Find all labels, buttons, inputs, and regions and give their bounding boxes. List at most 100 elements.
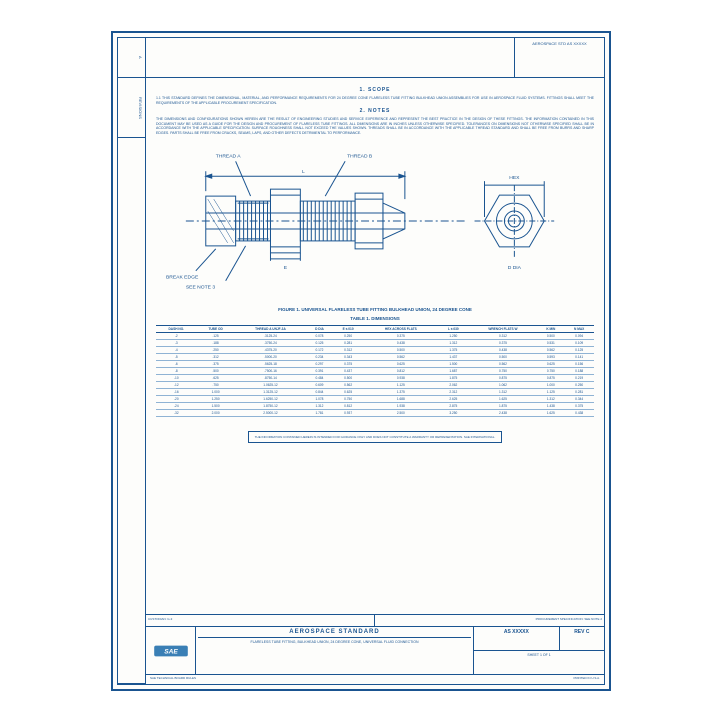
table-cell: 0.812 <box>333 403 364 410</box>
table-cell: 1.250 <box>197 396 235 403</box>
table-cell: 2.625 <box>438 396 469 403</box>
table-cell: 1.312 <box>306 403 332 410</box>
table-cell: 2.875 <box>438 403 469 410</box>
table-cell: 0.625 <box>364 361 438 368</box>
table-cell: 0.375 <box>564 403 594 410</box>
table-cell: -2 <box>156 333 197 340</box>
svg-text:BREAK EDGE: BREAK EDGE <box>166 275 199 281</box>
table-cell: 0.141 <box>564 354 594 361</box>
table-cell: 0.500 <box>537 333 564 340</box>
table-cell: .8750-14 <box>235 375 307 382</box>
table-cell: 0.562 <box>333 382 364 389</box>
table-cell: 1.375 <box>438 347 469 354</box>
table-cell: 0.156 <box>564 361 594 368</box>
table-cell: 0.250 <box>564 382 594 389</box>
dim-l-label: L <box>302 169 305 175</box>
table-caption: TABLE 1. DIMENSIONS <box>156 316 594 321</box>
title-block: CUSTODIAN: G-3 PROCUREMENT SPECIFICATION… <box>146 614 604 684</box>
table-cell: 1.688 <box>364 396 438 403</box>
table-cell: 0.109 <box>564 340 594 347</box>
table-cell: 0.438 <box>364 340 438 347</box>
table-cell: 1.375 <box>364 389 438 396</box>
main-area: AEROSPACE STD AS XXXXX 1. SCOPE 1.1 THIS… <box>146 38 604 684</box>
table-cell: 0.172 <box>306 347 332 354</box>
fitting-drawing-svg: L E THREAD A THREAD B SEE NOTE 3 BREAK E… <box>156 141 594 301</box>
content-area: 1. SCOPE 1.1 THIS STANDARD DEFINES THE D… <box>146 78 604 614</box>
table-cell: -16 <box>156 389 197 396</box>
table-row: -6.375.5625-180.2970.3750.6251.5000.5620… <box>156 361 594 368</box>
table-cell: 0.593 <box>537 354 564 361</box>
drawing-frame: A REVISIONS AEROSPACE STD AS XXXXX 1. SC… <box>117 37 605 685</box>
table-cell: 1.437 <box>438 354 469 361</box>
table-cell: 1.312 <box>438 340 469 347</box>
svg-text:SAE: SAE <box>164 648 178 655</box>
table-cell: 0.375 <box>469 340 538 347</box>
table-cell: -3 <box>156 340 197 347</box>
table-cell: 1.625 <box>469 396 538 403</box>
table-cell: 0.938 <box>364 375 438 382</box>
table-cell: -20 <box>156 396 197 403</box>
table-cell: 0.281 <box>564 389 594 396</box>
table-cell: 0.078 <box>306 333 332 340</box>
col-header: L ±.030 <box>438 326 469 333</box>
table-row: -8.500.7500-160.3910.4370.8121.6870.7500… <box>156 368 594 375</box>
sae-logo: SAE <box>146 627 196 674</box>
doc-no: AS XXXXX <box>474 627 560 650</box>
table-cell: .188 <box>197 340 235 347</box>
table-cell: .250 <box>197 347 235 354</box>
table-cell: 1.938 <box>364 403 438 410</box>
rev-box-label: REVISIONS <box>118 78 145 138</box>
footer-right: PRINTED IN U.S.A. <box>573 676 600 683</box>
table-cell: 0.750 <box>333 396 364 403</box>
table-cell: 0.125 <box>306 340 332 347</box>
table-cell: .312 <box>197 354 235 361</box>
table-cell: 1.0625-12 <box>235 382 307 389</box>
table-cell: 1.500 <box>197 403 235 410</box>
scope-heading: 1. SCOPE <box>156 87 594 93</box>
table-cell: 0.812 <box>364 368 438 375</box>
rev-box-empty <box>118 138 145 684</box>
table-cell: 1.6250-12 <box>235 396 307 403</box>
table-cell: 1.125 <box>364 382 438 389</box>
table-cell: 0.438 <box>564 410 594 417</box>
table-cell: 0.750 <box>469 368 538 375</box>
table-cell: 0.750 <box>537 368 564 375</box>
table-cell: 2.312 <box>438 389 469 396</box>
table-cell: 0.375 <box>364 333 438 340</box>
table-row: -2.125.3125-240.0780.2500.3751.2500.3120… <box>156 333 594 340</box>
table-cell: 0.219 <box>564 375 594 382</box>
table-cell: -12 <box>156 382 197 389</box>
col-header: D DIA <box>306 326 332 333</box>
table-cell: 1.250 <box>438 333 469 340</box>
revision-column: A REVISIONS <box>118 38 146 684</box>
table-cell: .5625-18 <box>235 361 307 368</box>
table-cell: 0.531 <box>537 340 564 347</box>
table-cell: -5 <box>156 354 197 361</box>
table-cell: 0.234 <box>306 354 332 361</box>
table-cell: 1.125 <box>537 389 564 396</box>
svg-text:HEX: HEX <box>509 175 520 181</box>
table-cell: -6 <box>156 361 197 368</box>
table-cell: .5000-20 <box>235 354 307 361</box>
table-row: -241.5001.8750-121.3120.8121.9382.8751.8… <box>156 403 594 410</box>
table-row: -201.2501.6250-121.0780.7501.6882.6251.6… <box>156 396 594 403</box>
std-label: AEROSPACE STANDARD <box>198 629 471 638</box>
table-cell: 0.125 <box>564 347 594 354</box>
table-cell: 1.781 <box>306 410 332 417</box>
col-header: E ±.010 <box>333 326 364 333</box>
table-cell: 0.391 <box>306 368 332 375</box>
table-cell: 1.500 <box>438 361 469 368</box>
table-row: -161.0001.3125-120.8440.6251.3752.3121.3… <box>156 389 594 396</box>
table-cell: 0.500 <box>333 375 364 382</box>
svg-text:SEE NOTE 3: SEE NOTE 3 <box>186 285 216 291</box>
svg-text:E: E <box>284 265 288 271</box>
table-cell: .500 <box>197 368 235 375</box>
table-cell: .3750-24 <box>235 340 307 347</box>
table-cell: 0.438 <box>469 347 538 354</box>
table-cell: -24 <box>156 403 197 410</box>
table-cell: 0.562 <box>469 361 538 368</box>
footer-left: SAE TECHNICAL BOARD RULES <box>150 676 196 683</box>
table-cell: 0.625 <box>537 361 564 368</box>
rev-cell: REV C <box>560 627 604 650</box>
table-cell: 0.312 <box>333 347 364 354</box>
